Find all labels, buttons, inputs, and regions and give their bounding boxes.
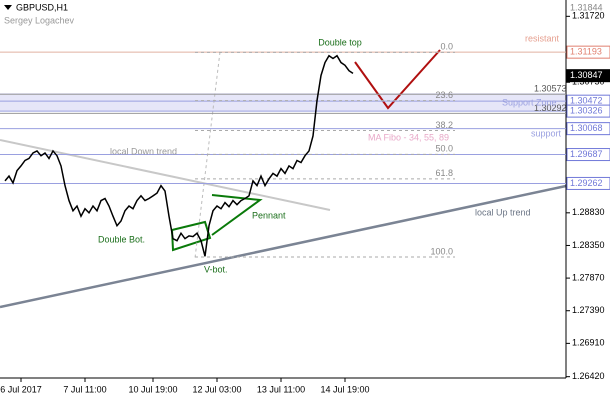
fibo-label: 0.0 bbox=[440, 42, 453, 52]
level-label: 1.30472 bbox=[570, 96, 603, 106]
level-label: 1.30068 bbox=[570, 123, 603, 133]
annotation: local Up trend bbox=[475, 207, 531, 217]
level-box bbox=[566, 104, 610, 118]
x-tick-label: 10 Jul 19:00 bbox=[128, 384, 177, 394]
level-label: 1.30573 bbox=[534, 84, 567, 94]
level-box bbox=[566, 122, 610, 136]
support-zone bbox=[0, 93, 566, 111]
chart-title: GBPUSD,H1 bbox=[16, 2, 68, 12]
level-box bbox=[566, 69, 610, 83]
level-label: 1.31844 bbox=[570, 2, 603, 12]
y-tick-label: 1.26910 bbox=[572, 338, 605, 348]
annotation: local Down trend bbox=[110, 146, 177, 156]
level-label: 1.30326 bbox=[570, 105, 603, 115]
annotation: Double Bot. bbox=[98, 234, 145, 244]
level-box bbox=[566, 148, 610, 162]
price-line bbox=[4, 54, 354, 257]
x-tick-label: 12 Jul 03:00 bbox=[192, 384, 241, 394]
level-box bbox=[566, 45, 610, 59]
annotation: Double top bbox=[318, 37, 362, 47]
y-tick-label: 1.28350 bbox=[572, 240, 605, 250]
chart-subtitle: Sergey Logachev bbox=[4, 15, 75, 25]
level-label: 1.30292 bbox=[534, 103, 567, 113]
annotation: Support Zone bbox=[502, 97, 557, 107]
y-tick-label: 1.31720 bbox=[572, 11, 605, 21]
y-tick-label: 1.28830 bbox=[572, 207, 605, 217]
up-trendline bbox=[0, 184, 567, 309]
annotation: V-bot. bbox=[204, 264, 228, 274]
annotation: MA Fibo - 34, 55, 89 bbox=[368, 132, 449, 142]
y-tick-label: 1.27390 bbox=[572, 305, 605, 315]
level-label: 1.29262 bbox=[570, 178, 603, 188]
y-tick-label: 1.26420 bbox=[572, 371, 605, 381]
level-label: 1.29687 bbox=[570, 149, 603, 159]
x-tick-label: 13 Jul 11:00 bbox=[257, 384, 305, 394]
menu-icon bbox=[4, 5, 12, 10]
fibo-label: 50.0 bbox=[435, 144, 453, 154]
level-box bbox=[566, 176, 610, 190]
projection-arrow bbox=[354, 49, 441, 110]
down-trendline bbox=[0, 139, 331, 211]
level-label: 1.30847 bbox=[570, 70, 603, 80]
x-tick-label: 7 Jul 11:00 bbox=[63, 384, 106, 394]
y-tick-label: 1.27870 bbox=[572, 272, 605, 282]
fibo-label: 23.6 bbox=[435, 90, 453, 100]
fibo-label: 38.2 bbox=[435, 120, 453, 130]
double-bottom-box bbox=[171, 220, 212, 252]
annotation: support bbox=[531, 128, 562, 138]
x-tick-label: 6 Jul 2017 bbox=[0, 384, 42, 394]
fibo-label: 61.8 bbox=[435, 168, 453, 178]
pennant bbox=[211, 194, 263, 236]
fibo-label: 100.0 bbox=[430, 246, 453, 256]
annotation: Pennant bbox=[252, 210, 286, 220]
annotation: resistant bbox=[525, 33, 560, 43]
level-label: 1.31193 bbox=[570, 47, 602, 57]
x-tick-label: 14 Jul 19:00 bbox=[320, 384, 369, 394]
